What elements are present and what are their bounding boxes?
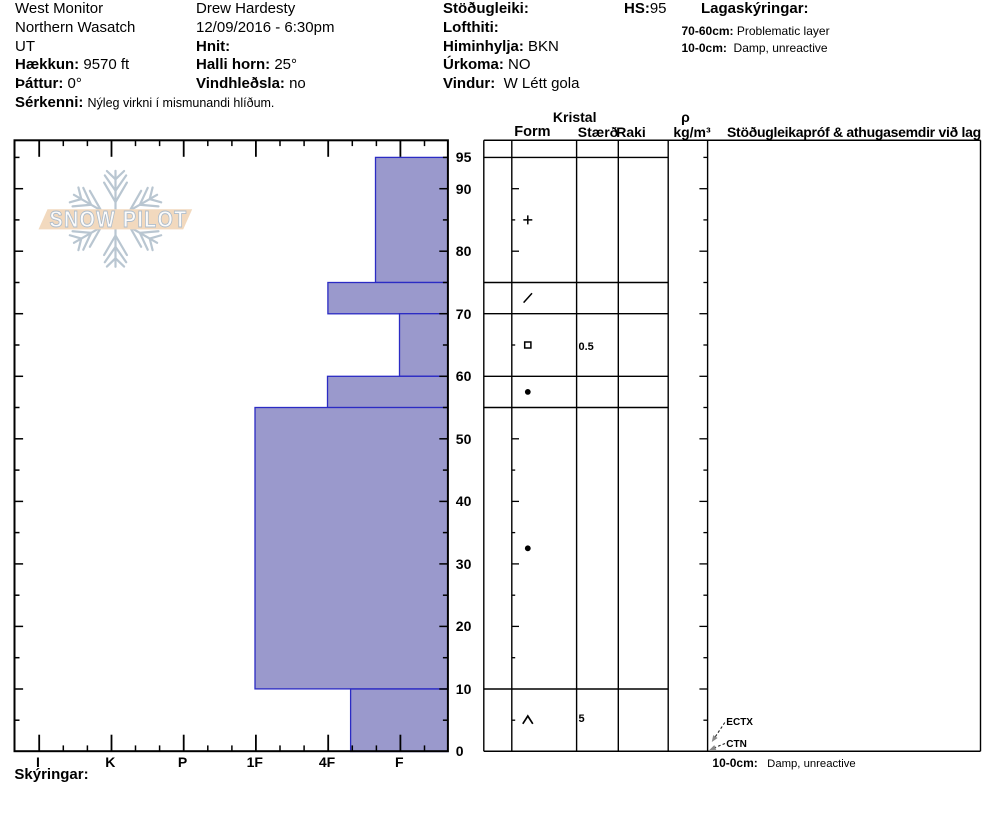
svg-text:SNOW PILOT: SNOW PILOT xyxy=(50,206,188,232)
